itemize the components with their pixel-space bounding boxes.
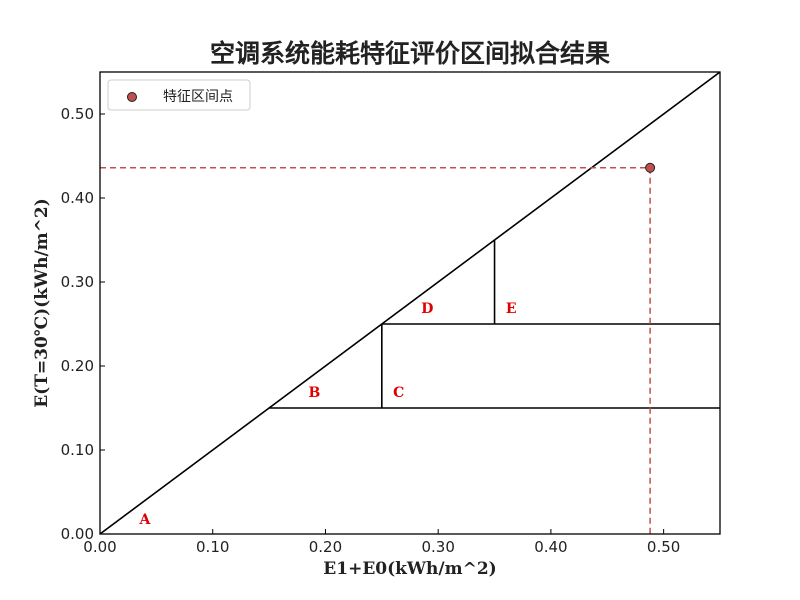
x-tick-label: 0.40 (534, 538, 567, 556)
x-tick-label: 0.10 (196, 538, 229, 556)
y-tick-label: 0.50 (61, 105, 94, 123)
region-label-e: E (506, 301, 517, 317)
legend-entry-label: 特征区间点 (163, 89, 233, 105)
legend: 特征区间点 (107, 79, 251, 111)
legend-box (107, 79, 251, 111)
y-tick-label: 0.30 (61, 273, 94, 291)
y-tick-label: 0.20 (61, 357, 94, 375)
y-tick-label: 0.00 (61, 525, 94, 543)
chart-title: 空调系统能耗特征评价区间拟合结果 (210, 39, 610, 68)
plot-area: A B C D E 0.00 0.10 0.20 0.30 0.40 0.50 0.00 0.10 0.2… (61, 71, 721, 556)
y-axis-label: E(T=30℃)(kWh/m^2) (32, 198, 52, 408)
y-tick-label: 0.40 (61, 189, 94, 207)
region-label-d: D (421, 301, 433, 317)
x-tick-label: 0.50 (647, 538, 680, 556)
axes-frame (99, 71, 721, 535)
region-label-b: B (309, 385, 321, 401)
region-label-a: A (138, 512, 151, 528)
x-axis-label: E1+E0(kWh/m^2) (323, 559, 496, 579)
x-tick-label: 0.20 (309, 538, 342, 556)
boundary-line (100, 72, 720, 534)
y-tick-label: 0.10 (61, 441, 94, 459)
x-tick-label: 0.30 (421, 538, 454, 556)
data-point (645, 162, 656, 173)
legend-marker (127, 92, 137, 102)
region-label-c: C (393, 385, 404, 401)
x-tick-label: 0.00 (83, 538, 116, 556)
